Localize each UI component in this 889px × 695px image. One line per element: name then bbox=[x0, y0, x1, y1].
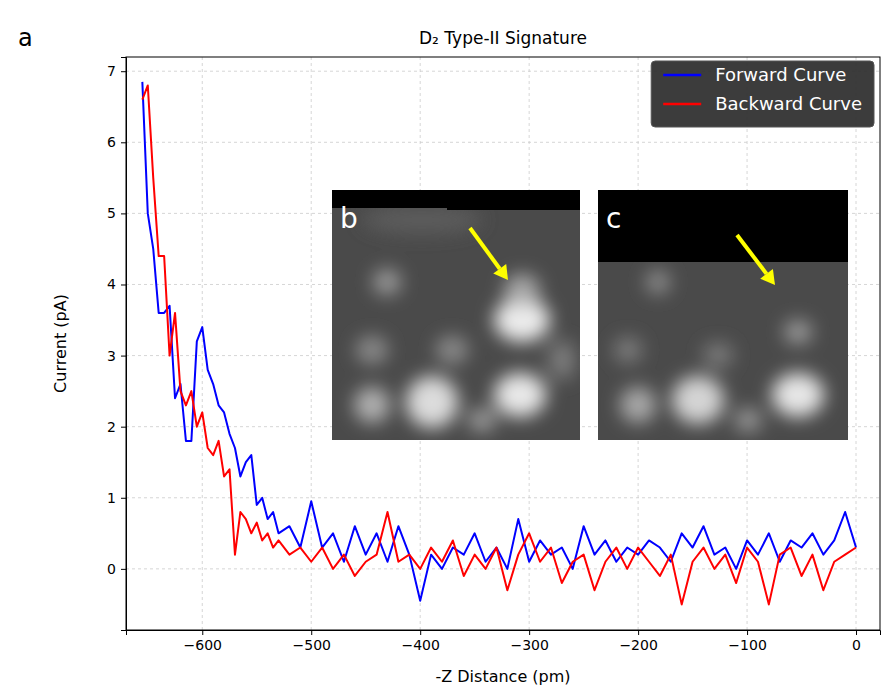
y-axis: 0 1 2 3 4 5 6 7 bbox=[107, 58, 126, 631]
tick-label: −500 bbox=[293, 637, 331, 653]
tick-label: −300 bbox=[510, 637, 548, 653]
inset-blob bbox=[356, 336, 388, 364]
inset-background bbox=[598, 190, 848, 440]
y-tick: 1 bbox=[107, 490, 126, 506]
tick-label: 7 bbox=[107, 63, 116, 79]
panel-label: c bbox=[606, 202, 621, 235]
arrow-head bbox=[493, 264, 508, 280]
tick-label: −400 bbox=[401, 637, 439, 653]
y-tick: 7 bbox=[107, 63, 126, 79]
tick-label: 0 bbox=[107, 561, 116, 577]
tick-mark bbox=[638, 630, 639, 635]
tick-mark bbox=[420, 630, 421, 635]
inset-blob bbox=[614, 337, 642, 363]
y-tick: 4 bbox=[107, 276, 126, 292]
tick-mark bbox=[121, 284, 126, 285]
tick-mark bbox=[529, 630, 530, 635]
tick-label: −600 bbox=[184, 637, 222, 653]
legend-swatch bbox=[663, 103, 701, 106]
inset-blob bbox=[548, 340, 576, 380]
inset-image bbox=[598, 190, 848, 440]
legend-box bbox=[651, 61, 874, 127]
inset-blob bbox=[772, 373, 824, 417]
arrow-head bbox=[760, 269, 775, 285]
series-line bbox=[142, 85, 856, 604]
grid-line bbox=[126, 142, 880, 143]
tick-mark bbox=[121, 569, 126, 570]
inset-blob bbox=[354, 387, 390, 423]
tick-label: 1 bbox=[107, 490, 116, 506]
grid-line bbox=[202, 57, 203, 630]
legend-label: Forward Curve bbox=[715, 64, 846, 85]
panel-label: a bbox=[18, 24, 33, 52]
tick-mark bbox=[856, 630, 857, 635]
inset-blob bbox=[436, 336, 468, 364]
tick-mark bbox=[121, 71, 126, 72]
grid bbox=[126, 57, 880, 630]
x-tick: −300 bbox=[510, 630, 548, 653]
legend-label: Backward Curve bbox=[715, 93, 862, 114]
legend: Forward Curve Backward Curve bbox=[651, 61, 874, 127]
inset-blob bbox=[468, 408, 496, 432]
x-tick: −500 bbox=[293, 630, 331, 653]
series-line bbox=[142, 82, 856, 601]
tick-label: 2 bbox=[107, 419, 116, 435]
y-tick: 3 bbox=[107, 348, 126, 364]
tick-mark bbox=[121, 427, 126, 428]
tick-mark bbox=[747, 630, 748, 635]
tick-label: 5 bbox=[107, 205, 116, 221]
x-tick: 0 bbox=[852, 630, 861, 653]
inset-blob bbox=[373, 269, 401, 295]
y-tick: 6 bbox=[107, 134, 126, 150]
inset-mask bbox=[447, 190, 580, 210]
chart-title: D₂ Type-II Signature bbox=[419, 28, 587, 48]
chart: −600 −500 −400 −300 −200 −100 0 0 1 2 3 4 5 6 7 a b c D₂ T… bbox=[0, 0, 889, 695]
y-tick: 0 bbox=[107, 561, 126, 577]
tick-mark bbox=[202, 630, 203, 635]
inset-background bbox=[332, 190, 580, 440]
tick-mark bbox=[311, 630, 312, 635]
legend-swatch bbox=[663, 74, 701, 77]
inset-blob bbox=[494, 373, 546, 417]
plot-area bbox=[142, 82, 856, 605]
inset-blob bbox=[646, 270, 670, 294]
x-axis: −600 −500 −400 −300 −200 −100 0 bbox=[127, 630, 881, 653]
plot-frame bbox=[126, 57, 880, 630]
inset-blob bbox=[734, 408, 762, 432]
inset-blob bbox=[672, 376, 724, 424]
inset-blob bbox=[406, 376, 458, 428]
inset-blob bbox=[504, 274, 540, 306]
tick-label: 6 bbox=[107, 134, 116, 150]
x-axis-title: -Z Distance (pm) bbox=[435, 667, 570, 686]
inset-mask bbox=[598, 190, 848, 262]
tick-label: 4 bbox=[107, 276, 116, 292]
tick-label: 3 bbox=[107, 348, 116, 364]
y-tick: 5 bbox=[107, 205, 126, 221]
grid-line bbox=[311, 57, 312, 630]
y-axis-title: Current (pA) bbox=[51, 294, 70, 393]
tick-mark bbox=[121, 142, 126, 143]
x-tick: −100 bbox=[728, 630, 766, 653]
x-tick: −600 bbox=[184, 630, 222, 653]
tick-mark bbox=[121, 213, 126, 214]
tick-label: 0 bbox=[852, 637, 861, 653]
tick-label: −100 bbox=[728, 637, 766, 653]
inset-blob bbox=[362, 206, 482, 234]
x-tick: −400 bbox=[401, 630, 439, 653]
inset-blob bbox=[620, 387, 656, 423]
tick-mark bbox=[121, 356, 126, 357]
x-tick: −200 bbox=[619, 630, 657, 653]
inset-blob bbox=[703, 343, 733, 367]
inset-image bbox=[332, 190, 580, 440]
tick-label: −200 bbox=[619, 637, 657, 653]
arrow-shaft bbox=[737, 235, 767, 274]
arrow-shaft bbox=[470, 228, 500, 269]
axis-line bbox=[127, 631, 881, 636]
panel-label: b bbox=[340, 202, 358, 235]
tick-mark bbox=[121, 498, 126, 499]
grid-line bbox=[126, 497, 880, 498]
y-tick: 2 bbox=[107, 419, 126, 435]
inset-blob bbox=[784, 320, 812, 344]
